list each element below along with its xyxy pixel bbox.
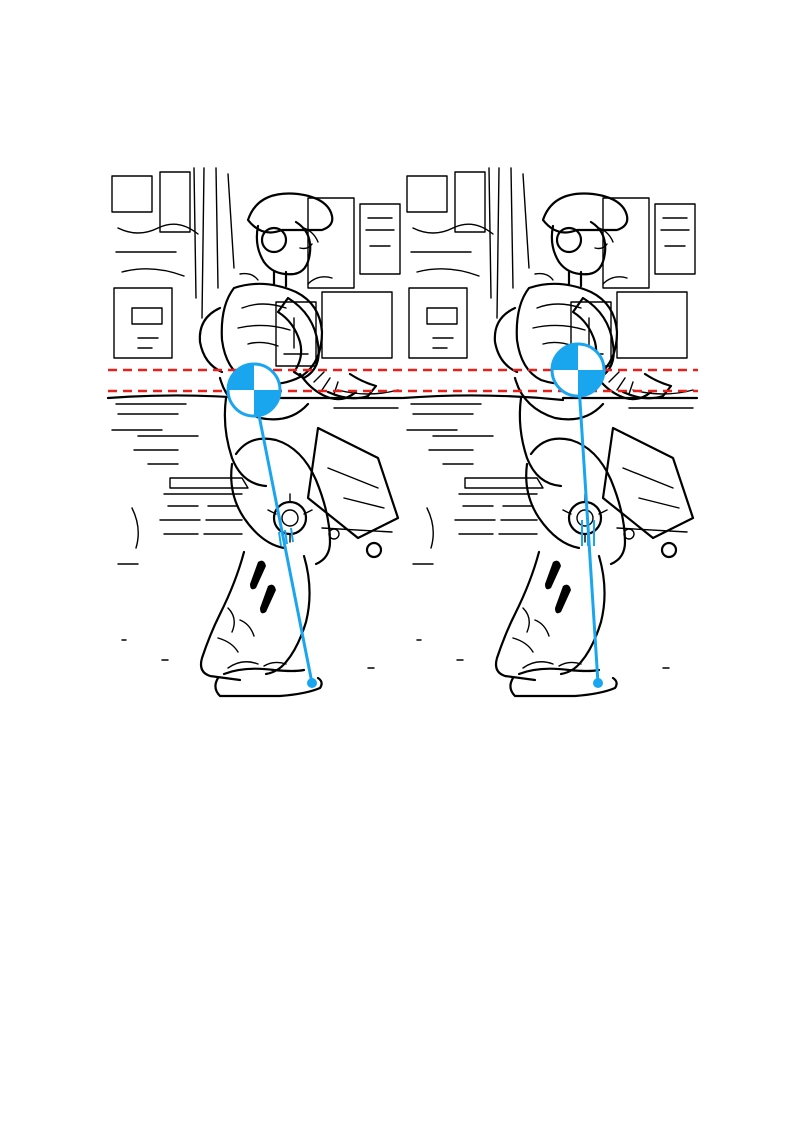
- robot-line-art: [106, 166, 404, 698]
- foot-contact-point: [307, 678, 317, 688]
- robot-line-art: [401, 166, 699, 698]
- lean-line-left: [252, 388, 314, 685]
- left-panel: [106, 166, 404, 698]
- right-panel: [401, 166, 699, 698]
- lean-line-ticks-right: [581, 520, 595, 546]
- foot-contact-point: [593, 678, 603, 688]
- center-of-mass-icon: [226, 362, 282, 418]
- lean-line-ticks-left: [278, 527, 294, 547]
- center-of-mass-icon: [550, 342, 606, 398]
